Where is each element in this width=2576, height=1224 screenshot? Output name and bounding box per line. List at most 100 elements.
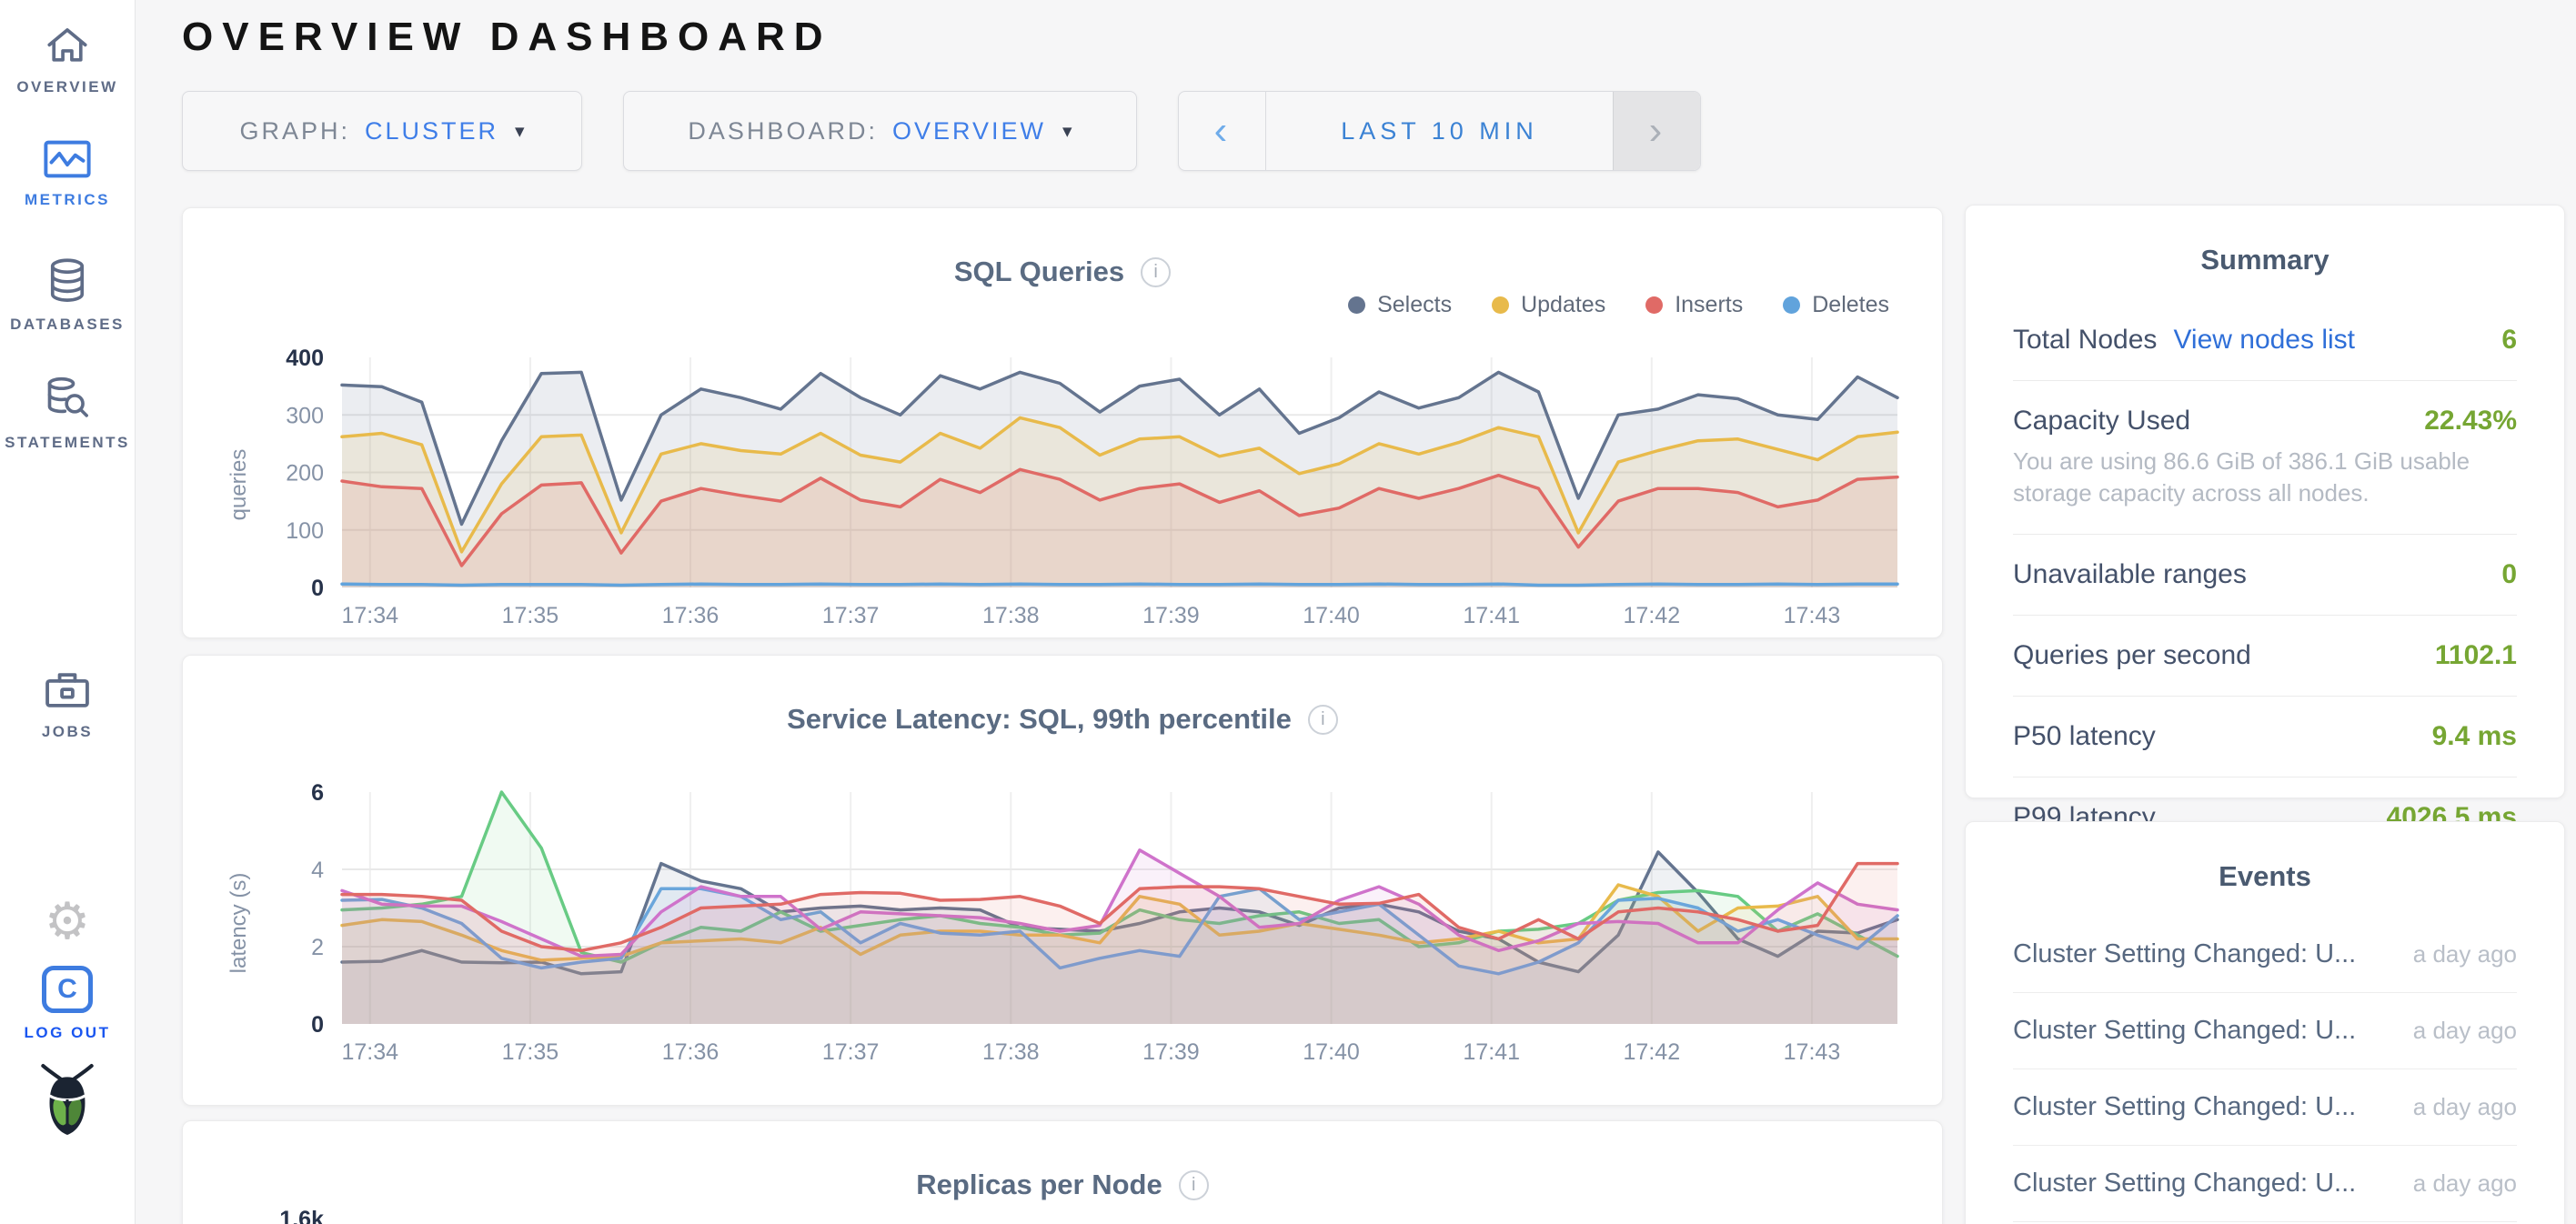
time-range-prev-button[interactable]: ‹	[1179, 92, 1266, 170]
legend-label: Updates	[1521, 292, 1606, 317]
database-icon	[50, 258, 85, 302]
event-text: Cluster Setting Changed: U...	[2013, 1016, 2357, 1045]
cockroach-logo-icon	[41, 1064, 94, 1135]
sidebar-item-settings[interactable]: ⚙	[0, 896, 135, 947]
summary-row-value: 9.4 ms	[2431, 721, 2517, 752]
legend-dot-icon	[1783, 296, 1801, 314]
event-time: a day ago	[2412, 1017, 2517, 1044]
summary-rows: Total Nodes View nodes list 6 Capacity Used…	[1966, 300, 2564, 858]
time-range-selector: ‹ LAST 10 MIN ›	[1178, 91, 1701, 171]
sidebar-item-metrics[interactable]: METRICS	[0, 138, 135, 209]
time-range-value[interactable]: LAST 10 MIN	[1341, 116, 1538, 145]
chart-title-text: Replicas per Node	[916, 1169, 1162, 1200]
legend-item-selects[interactable]: Selects	[1348, 292, 1452, 318]
svg-text:0: 0	[311, 1012, 324, 1038]
event-time: a day ago	[2412, 1169, 2517, 1197]
svg-text:17:40: 17:40	[1303, 1039, 1360, 1065]
metrics-icon	[44, 140, 91, 178]
svg-text:17:39: 17:39	[1142, 603, 1200, 628]
info-icon[interactable]: i	[1307, 704, 1338, 735]
svg-text:17:43: 17:43	[1784, 603, 1841, 628]
summary-row-value: 6	[2501, 325, 2517, 355]
svg-text:300: 300	[286, 403, 324, 428]
sidebar-logo	[0, 1062, 135, 1137]
chevron-left-icon: ‹	[1213, 108, 1231, 153]
summary-row-label: Unavailable ranges	[2013, 559, 2247, 590]
logout-label: LOG OUT	[24, 1024, 111, 1041]
briefcase-icon	[45, 673, 89, 707]
legend-label: Deletes	[1812, 292, 1889, 317]
event-text: Cluster Setting Changed: U...	[2013, 1169, 2357, 1198]
events-rows: Cluster Setting Changed: U... a day ago Cl…	[1966, 917, 2564, 1224]
svg-text:0: 0	[311, 576, 324, 601]
sidebar-item-databases[interactable]: DATABASES	[0, 257, 135, 334]
replicas-per-node-plot[interactable]: 1.6k	[237, 1192, 1947, 1224]
summary-row-label: Queries per second	[2013, 640, 2251, 671]
summary-row-value: 22.43%	[2424, 406, 2517, 436]
summary-row-value: 0	[2501, 559, 2517, 590]
event-row[interactable]: Cluster Setting Changed: U... a day ago	[2013, 1146, 2517, 1222]
summary-panel: Summary Total Nodes View nodes list 6 Capac…	[1965, 205, 2565, 832]
event-time: a day ago	[2412, 1093, 2517, 1120]
summary-row-label: Total Nodes	[2013, 325, 2158, 355]
event-time: a day ago	[2412, 940, 2517, 968]
dashboard-dropdown-label: DASHBOARD:	[688, 116, 878, 145]
graph-dropdown[interactable]: GRAPH: CLUSTER ▾	[182, 91, 582, 171]
svg-text:17:36: 17:36	[662, 1039, 719, 1065]
legend-dot-icon	[1492, 296, 1510, 314]
graph-dropdown-label: GRAPH:	[239, 116, 350, 145]
summary-row: Total Nodes View nodes list 6	[2013, 300, 2517, 381]
svg-text:1.6k: 1.6k	[279, 1207, 324, 1224]
sidebar: OVERVIEW METRICS DATABASES	[0, 0, 136, 1224]
sql-queries-legend: Selects Updates Inserts Deletes	[1348, 292, 1889, 318]
legend-item-deletes[interactable]: Deletes	[1783, 292, 1889, 318]
time-range-next-button[interactable]: ›	[1613, 92, 1700, 170]
sidebar-item-jobs[interactable]: JOBS	[0, 668, 135, 741]
svg-text:17:41: 17:41	[1463, 1039, 1520, 1065]
summary-row-value: 1102.1	[2434, 640, 2517, 671]
sidebar-item-statements[interactable]: STATEMENTS	[0, 376, 135, 452]
svg-text:17:37: 17:37	[822, 1039, 880, 1065]
summary-row-label: Capacity Used	[2013, 406, 2191, 436]
legend-item-inserts[interactable]: Inserts	[1645, 292, 1743, 318]
sidebar-item-label: DATABASES	[10, 316, 125, 333]
page-title: OVERVIEW DASHBOARD	[182, 15, 832, 59]
gear-icon: ⚙	[44, 892, 91, 949]
service-latency-title: Service Latency: SQL, 99th percentile i	[183, 703, 1942, 736]
summary-title: Summary	[2200, 244, 2329, 276]
event-row[interactable]: Cluster Setting Changed: U... a day ago	[2013, 917, 2517, 993]
info-icon[interactable]: i	[1141, 256, 1172, 287]
service-latency-plot[interactable]: 17:34 17:35 17:36 17:37 17:38 17:39 17:40 17:41…	[237, 774, 1947, 1083]
chevron-down-icon: ▾	[1062, 120, 1072, 142]
sidebar-item-label: OVERVIEW	[16, 78, 118, 95]
event-row[interactable]: Cluster Setting Changed: U... a day ago	[2013, 993, 2517, 1069]
replicas-per-node-card: Replicas per Node i 1.6k	[182, 1120, 1943, 1224]
legend-label: Inserts	[1675, 292, 1744, 317]
svg-text:17:36: 17:36	[662, 603, 719, 628]
sql-queries-plot[interactable]: 17:34 17:35 17:36 17:37 17:38 17:39 17:40 17:41…	[237, 345, 1947, 639]
legend-dot-icon	[1645, 296, 1664, 314]
dashboard-dropdown[interactable]: DASHBOARD: OVERVIEW ▾	[623, 91, 1137, 171]
chart-title-text: SQL Queries	[953, 256, 1125, 287]
svg-text:17:41: 17:41	[1463, 603, 1520, 628]
svg-text:17:39: 17:39	[1142, 1039, 1200, 1065]
svg-text:17:38: 17:38	[982, 1039, 1040, 1065]
sidebar-item-overview[interactable]: OVERVIEW	[0, 25, 135, 96]
summary-row: Capacity Used 22.43% You are using 86.6 Gi…	[2013, 381, 2517, 536]
svg-text:200: 200	[286, 461, 324, 487]
event-text: Cluster Setting Changed: U...	[2013, 939, 2357, 968]
legend-item-updates[interactable]: Updates	[1492, 292, 1605, 318]
svg-text:100: 100	[286, 518, 324, 544]
info-icon[interactable]: i	[1178, 1169, 1209, 1200]
svg-text:6: 6	[311, 780, 324, 806]
sidebar-item-logout[interactable]: C LOG OUT	[0, 966, 135, 1042]
view-nodes-list-link[interactable]: View nodes list	[2173, 325, 2355, 355]
svg-text:17:35: 17:35	[502, 1039, 559, 1065]
chevron-right-icon: ›	[1648, 108, 1665, 153]
chart-title-text: Service Latency: SQL, 99th percentile	[787, 703, 1292, 735]
event-row[interactable]: Cluster Setting Changed: U... a day ago	[2013, 1069, 2517, 1146]
summary-row-subtext: You are using 86.6 GiB of 386.1 GiB usab…	[2013, 447, 2470, 507]
statements-icon	[47, 376, 88, 417]
sql-queries-title: SQL Queries i	[183, 256, 1942, 288]
event-text: Cluster Setting Changed: U...	[2013, 1092, 2357, 1121]
